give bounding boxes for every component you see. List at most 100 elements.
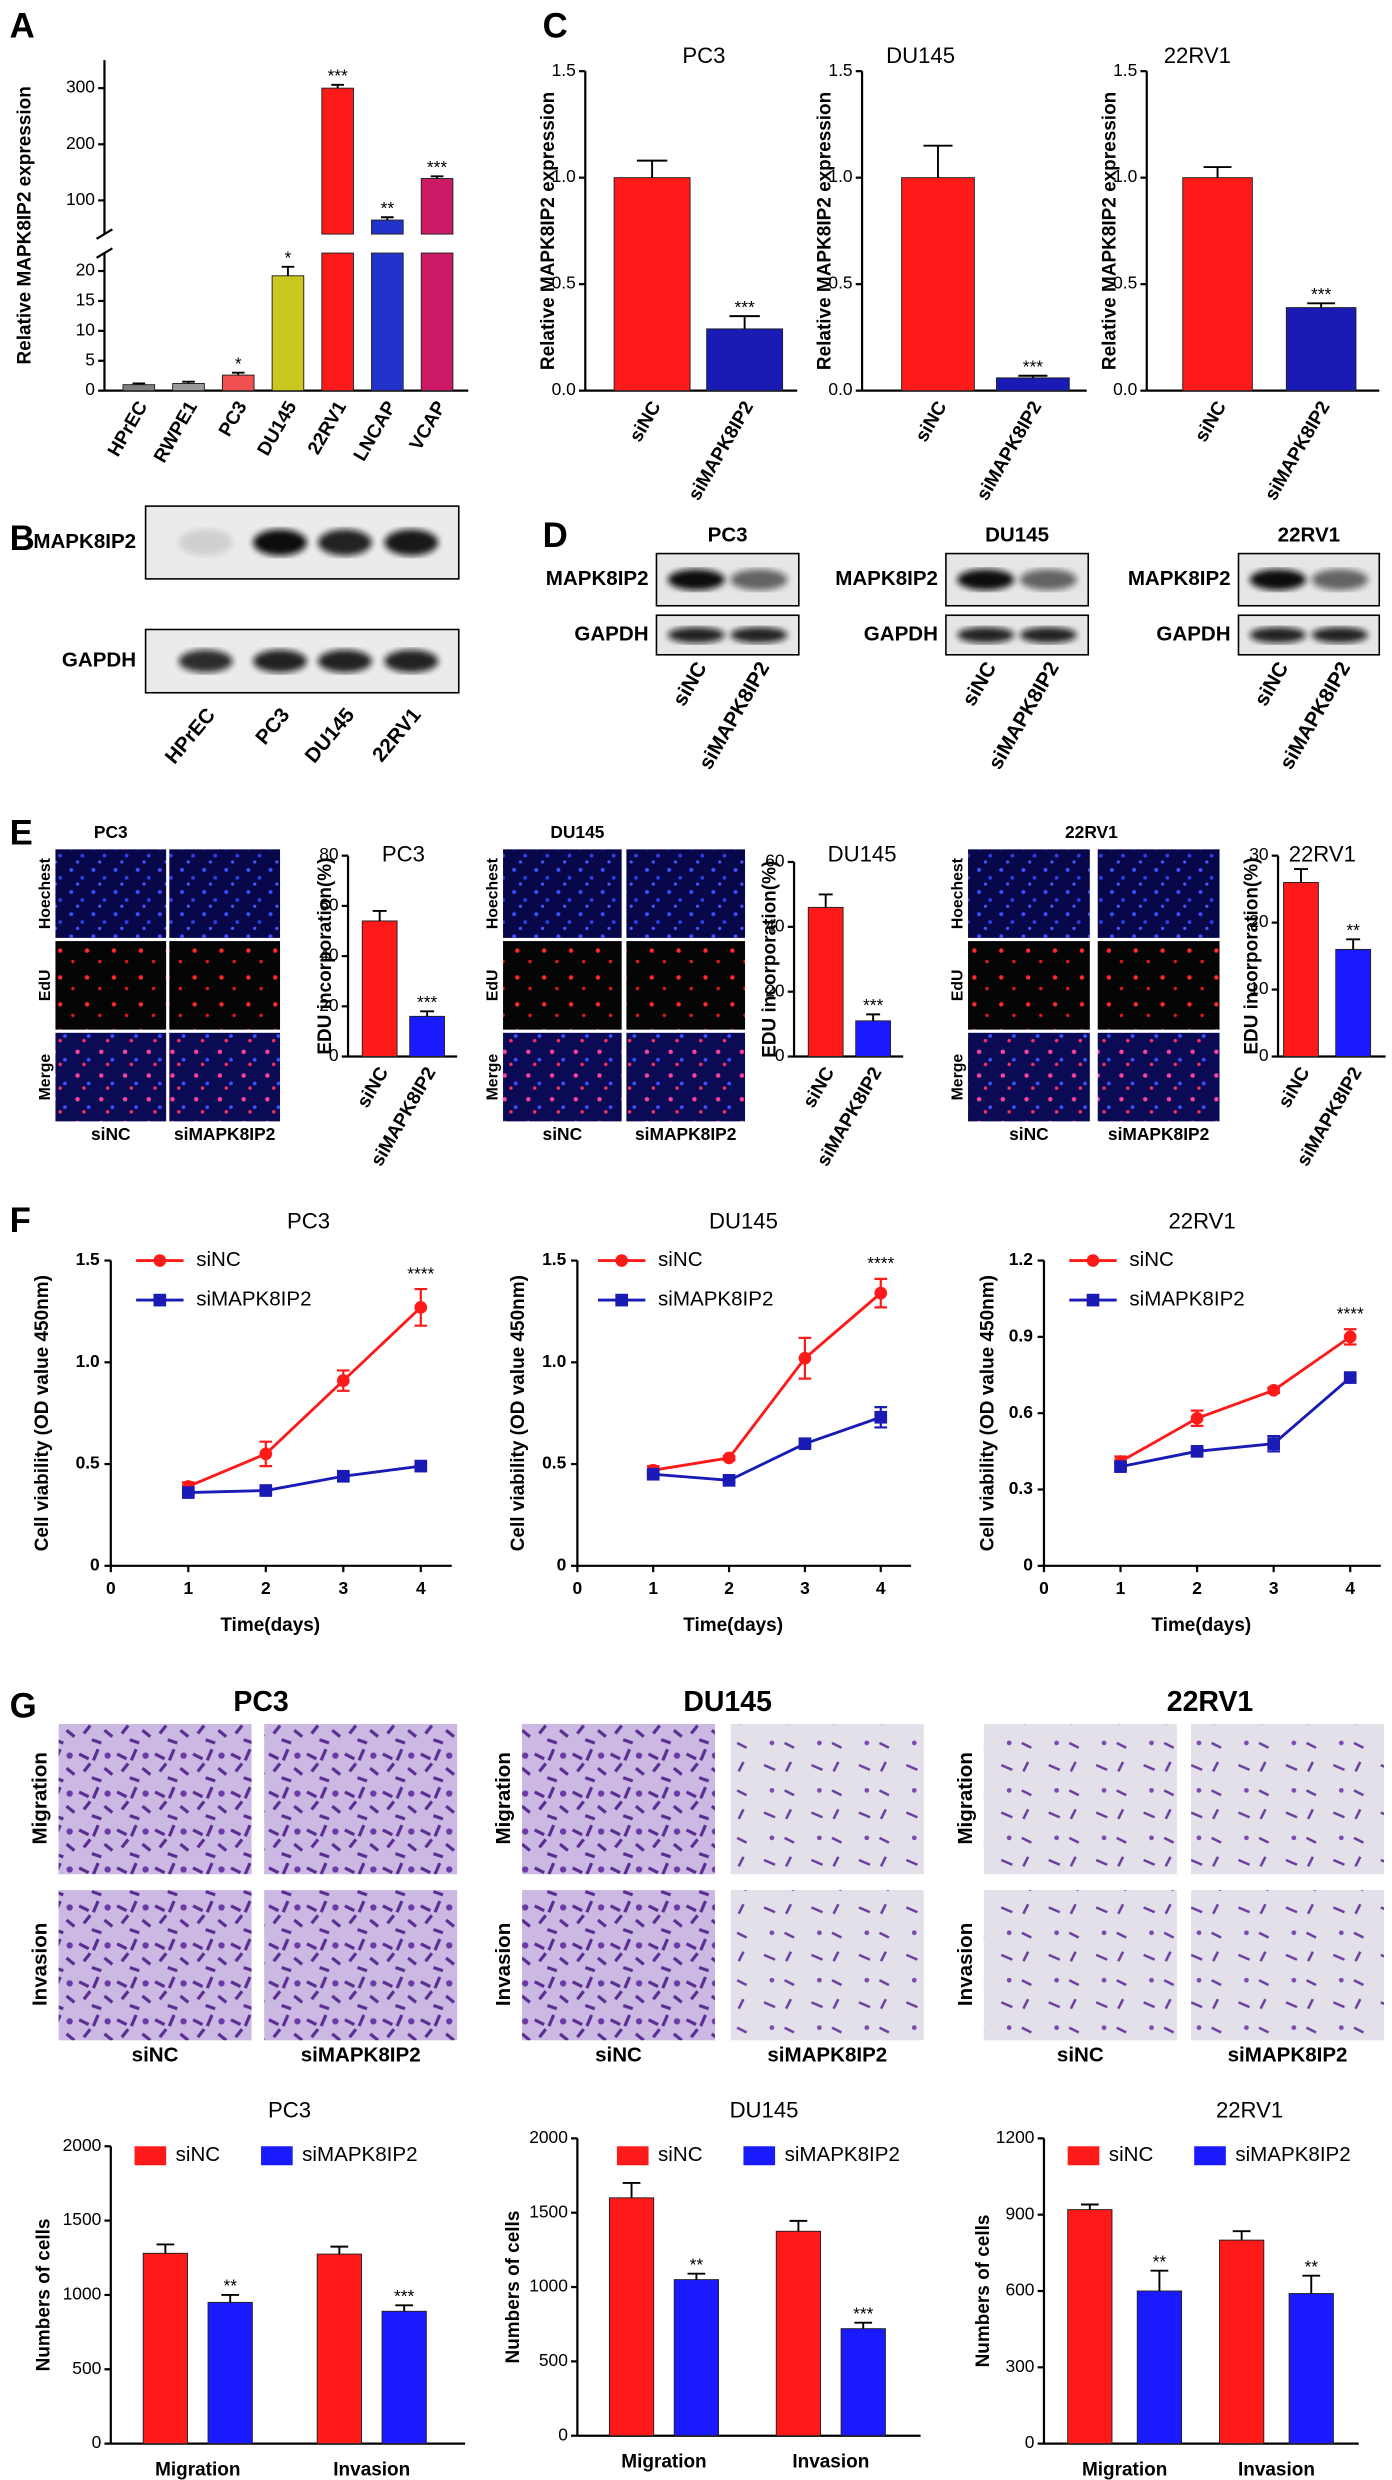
y-tick-label: 1.0 (828, 166, 852, 186)
x-tick-label: 3 (800, 1578, 810, 1598)
chart-title: 22RV1 (1289, 842, 1356, 867)
error-bar (729, 315, 760, 329)
legend-label: siNC (176, 2143, 221, 2166)
panel-label: E (10, 814, 33, 852)
y-tick-label: 1.0 (552, 166, 576, 186)
y-tick-label: 1.0 (76, 1351, 100, 1371)
y-axis-label: Numbers of cells (503, 2211, 524, 2364)
blot-row-label: GAPDH (574, 622, 648, 645)
chart-title: PC3 (382, 842, 425, 867)
legend-label: siNC (1129, 1248, 1174, 1271)
y-tick-label: 0.5 (76, 1453, 100, 1473)
error-bar (1018, 374, 1048, 378)
legend-label: siMAPK8IP2 (785, 2143, 900, 2166)
error-bar (789, 2219, 808, 2232)
blot-title: 22RV1 (1278, 524, 1340, 547)
y-axis-label: Numbers of cells (33, 2219, 54, 2372)
point (798, 1437, 812, 1451)
y-tick-label: 0 (1259, 1045, 1269, 1065)
y-tick-label: 1.5 (1113, 60, 1137, 80)
blot-band (317, 649, 372, 673)
image-title: PC3 (233, 1686, 288, 1718)
bar (1067, 2209, 1113, 2445)
bar (840, 2328, 886, 2437)
y-tick-label: 5 (85, 349, 95, 369)
x-tick-label: Invasion (333, 2460, 410, 2480)
micrograph (503, 941, 622, 1030)
y-tick-label: 0 (558, 2424, 568, 2444)
error-bar (923, 144, 953, 178)
blot-band (730, 569, 788, 591)
error-bar (687, 2272, 706, 2280)
blot-row-label: GAPDH (62, 649, 136, 672)
image-title: 22RV1 (1167, 1686, 1254, 1718)
micrograph (169, 941, 281, 1030)
y-tick-label: 1.5 (552, 60, 576, 80)
blot-band (667, 569, 725, 591)
micrograph (730, 1723, 924, 1875)
y-tick-label: 300 (1005, 2356, 1034, 2376)
point (1267, 1437, 1280, 1451)
y-axis-label: EDU incorporation(%) (1242, 858, 1263, 1055)
significance-label: **** (1337, 1304, 1364, 1324)
micrograph (1191, 1723, 1385, 1875)
error-bar (381, 216, 394, 221)
y-tick-label: 0 (90, 1554, 100, 1574)
legend-swatch (743, 2146, 776, 2166)
y-axis-label: Cell viability (OD value 450nm) (978, 1275, 999, 1551)
error-bar (182, 380, 195, 384)
error-bar (395, 2304, 414, 2312)
y-axis-label: Relative MAPK8IP2 expression (1099, 92, 1120, 370)
error-bar (1150, 2269, 1169, 2291)
bar (271, 275, 305, 392)
micrograph (626, 849, 746, 938)
bar (142, 2252, 188, 2445)
image-row-label: Migration (492, 1752, 515, 1844)
x-tick-label: 4 (1345, 1578, 1355, 1598)
y-axis-label: Relative MAPK8IP2 expression (14, 86, 35, 364)
image-column-label: siNC (595, 2044, 642, 2067)
y-tick-label: 30 (1249, 844, 1268, 864)
bar (608, 2197, 655, 2437)
image-column-label: siMAPK8IP2 (1108, 1124, 1209, 1144)
image-row-label: Invasion (29, 1923, 52, 2006)
y-tick-label: 0.9 (1009, 1325, 1033, 1345)
bar (613, 177, 691, 392)
bar (172, 383, 205, 392)
x-tick-label: 3 (338, 1578, 348, 1598)
micrograph (1191, 1890, 1385, 2041)
chart-title: DU145 (828, 842, 897, 867)
x-tick-label: 1 (648, 1578, 658, 1598)
image-column-label: siMAPK8IP2 (1228, 2044, 1348, 2067)
image-column-label: siMAPK8IP2 (635, 1124, 736, 1144)
y-tick-label: 900 (1005, 2203, 1034, 2223)
error-bar (622, 2182, 641, 2198)
y-tick-label: 40 (765, 915, 784, 935)
x-tick-label: 0 (1039, 1578, 1049, 1598)
chart-title: 22RV1 (1168, 1208, 1235, 1233)
y-tick-label: 0 (85, 379, 95, 399)
blot-row-label: MAPK8IP2 (33, 530, 136, 553)
error-bar (1080, 2203, 1099, 2210)
blot-band (667, 627, 725, 643)
legend-swatch (1194, 2146, 1226, 2166)
y-tick-label: 0 (1025, 2432, 1035, 2452)
micrograph (1097, 1032, 1220, 1122)
y-axis-label: EDU incorporation(%) (759, 861, 780, 1058)
panel-label: B (10, 520, 35, 558)
y-tick-label: 10 (1249, 978, 1268, 998)
bar (775, 2230, 822, 2437)
y-axis-label: Relative MAPK8IP2 expression (815, 92, 836, 370)
micrograph (522, 1723, 715, 1875)
significance-label: *** (734, 297, 755, 317)
micrograph (1097, 849, 1220, 938)
image-row-label: Merge (37, 1054, 54, 1101)
y-tick-label: 20 (765, 980, 784, 1000)
panel-label: D (543, 517, 568, 555)
micrograph (169, 849, 281, 938)
y-tick-label: 1.5 (542, 1249, 566, 1269)
error-bar (330, 2245, 349, 2255)
chart-title: PC3 (682, 43, 725, 68)
chart-title: DU145 (709, 1208, 778, 1233)
x-tick-label: 2 (1192, 1578, 1202, 1598)
